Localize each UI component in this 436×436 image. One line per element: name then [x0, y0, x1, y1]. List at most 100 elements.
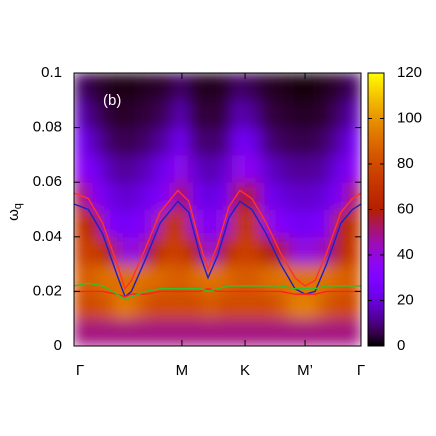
heat-cell [74, 318, 89, 346]
colorbar-tick-label: 40 [397, 246, 414, 263]
heat-cell [116, 181, 132, 210]
heat-cell [202, 127, 218, 156]
heat-cell [173, 181, 190, 210]
series-line [74, 282, 361, 301]
heat-cell [130, 236, 147, 265]
heat-cell [159, 73, 175, 101]
heat-cell [217, 154, 233, 183]
heat-cell [130, 209, 147, 238]
heat-cell [145, 73, 161, 101]
heat-cell [245, 99, 262, 129]
heat-cell [173, 290, 190, 320]
heat-cell [116, 318, 132, 346]
heat-cell [245, 318, 262, 346]
lines [74, 189, 361, 301]
heat-cell [130, 181, 147, 210]
heat-cell [288, 318, 305, 346]
heat-cell [188, 181, 204, 210]
heat-cell [317, 290, 333, 320]
heat-cell [231, 73, 247, 101]
heat-cell [245, 209, 262, 238]
heat-cell [116, 154, 132, 183]
heat-cell [288, 73, 305, 101]
heat-cell [130, 127, 147, 156]
heat-cell [145, 181, 161, 210]
heat-cell [173, 263, 190, 292]
heat-cell [217, 318, 233, 346]
heat-cell [217, 127, 233, 156]
y-label-base: ω [5, 209, 22, 221]
heat-cell [346, 73, 361, 101]
heat-cell [346, 318, 361, 346]
heat-cell [245, 73, 262, 101]
heat-cell [331, 99, 348, 129]
heat-cell [159, 290, 175, 320]
heat-cell [217, 181, 233, 210]
heat-cell [260, 318, 276, 346]
heat-cell [87, 127, 104, 156]
heat-cell [274, 99, 290, 129]
heat-cell [274, 73, 290, 101]
x-tick-label: K [240, 362, 250, 379]
heat-cell [317, 209, 333, 238]
heat-cell [274, 181, 290, 210]
y-axis-label: ωq [5, 203, 24, 221]
heat-cell [74, 290, 89, 320]
heat-cell [303, 318, 319, 346]
heat-cell [303, 73, 319, 101]
heat-cell [87, 73, 104, 101]
y-tick-label: 0.1 [41, 64, 62, 81]
heat-cell [159, 154, 175, 183]
heat-cell [130, 290, 147, 320]
heat-cell [188, 290, 204, 320]
heat-cell [116, 127, 132, 156]
heat-cell [288, 181, 305, 210]
heat-cell [303, 127, 319, 156]
heat-cell [74, 236, 89, 265]
heat-cell [303, 290, 319, 320]
y-tick-label: 0.04 [33, 228, 62, 245]
x-tick-label: Γ [76, 362, 84, 379]
heat-cell [274, 318, 290, 346]
heat-cell [202, 181, 218, 210]
heat-cell [102, 209, 118, 238]
heat-cell [260, 236, 276, 265]
heat-cell [317, 127, 333, 156]
heat-cell [145, 290, 161, 320]
heat-cell [260, 209, 276, 238]
heat-cell [159, 263, 175, 292]
heat-cell [331, 73, 348, 101]
heat-cell [116, 73, 132, 101]
heat-cell [202, 318, 218, 346]
annotation: (b) [103, 92, 121, 109]
heat-cell [202, 236, 218, 265]
heat-cell [74, 73, 89, 101]
heat-cell [102, 318, 118, 346]
heat-cell [288, 290, 305, 320]
heat-cell [245, 127, 262, 156]
heat-cell [274, 263, 290, 292]
heat-cell [245, 181, 262, 210]
heat-cell [274, 127, 290, 156]
heat-cell [74, 99, 89, 129]
heat-cell [317, 99, 333, 129]
colorbar-tick-label: 0 [397, 337, 405, 354]
heat-cell [159, 236, 175, 265]
heat-cell [260, 181, 276, 210]
heat-cell [159, 318, 175, 346]
heat-cell [260, 99, 276, 129]
heat-cell [130, 318, 147, 346]
heat-cell [317, 181, 333, 210]
heat-cell [130, 73, 147, 101]
heat-cell [260, 73, 276, 101]
heat-cell [260, 154, 276, 183]
heat-cell [288, 127, 305, 156]
colorbar-tick-label: 60 [397, 200, 414, 217]
heat-cell [231, 263, 247, 292]
heat-cell [188, 127, 204, 156]
y-tick-label: 0 [54, 337, 62, 354]
heat-cell [346, 290, 361, 320]
heat-cell [317, 73, 333, 101]
heat-cell [331, 127, 348, 156]
